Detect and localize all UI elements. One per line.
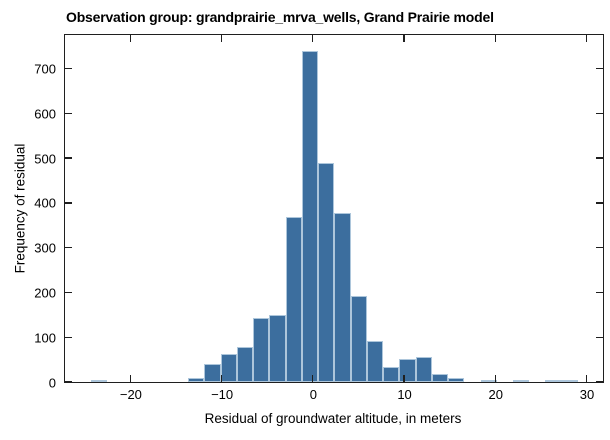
x-axis-tick [129, 375, 132, 382]
y-axis-tick [65, 67, 72, 70]
y-tick-label: 700 [34, 61, 56, 77]
histogram-bar [253, 318, 270, 382]
histogram-bar [334, 213, 351, 382]
y-axis-tick [65, 247, 72, 249]
x-tick-label: −20 [119, 387, 142, 402]
y-axis-tick [596, 112, 603, 114]
x-axis-tick [494, 375, 496, 382]
histogram-bar [301, 50, 319, 382]
y-axis-tick [65, 291, 72, 294]
x-axis-tick [129, 35, 132, 42]
histogram-bar [220, 354, 237, 382]
histogram-bar [448, 377, 465, 382]
histogram-bar [366, 341, 384, 382]
x-axis-tick [312, 375, 314, 382]
plot-area [64, 34, 604, 383]
histogram-bar [545, 380, 562, 382]
y-tick-label: 200 [34, 285, 56, 301]
y-tick-label: 500 [34, 151, 56, 167]
histogram-bar [188, 378, 205, 382]
y-axis-tick [596, 381, 603, 383]
x-tick-label: −10 [211, 387, 234, 402]
y-axis-tick [596, 157, 603, 159]
x-axis-tick [312, 35, 314, 42]
y-tick-label: 100 [34, 330, 56, 346]
histogram-bar [399, 358, 416, 382]
x-tick-label: 10 [397, 387, 412, 402]
histogram-bar [350, 296, 367, 382]
histogram-bar [512, 380, 530, 382]
histogram-bar [318, 162, 335, 382]
chart-title: Observation group: grandprairie_mrva_wel… [66, 9, 494, 25]
histogram-bar [269, 314, 286, 382]
histogram-bar [561, 379, 578, 382]
x-axis-tick [220, 375, 223, 382]
histogram-bar [383, 367, 400, 382]
x-axis-title: Residual of groundwater altitude, in met… [204, 411, 462, 426]
histogram-bar [90, 379, 108, 382]
histogram-bar [204, 364, 221, 382]
y-axis-tick [65, 381, 72, 383]
x-axis-tick [220, 35, 223, 42]
x-tick-label: 20 [488, 387, 503, 402]
y-axis-tick [596, 247, 603, 249]
x-axis-tick [585, 375, 588, 382]
y-axis-tick [596, 67, 603, 70]
y-tick-label: 0 [48, 375, 56, 390]
histogram-bar [285, 217, 302, 382]
y-axis-tick [65, 202, 72, 204]
x-tick-label: 0 [309, 387, 317, 402]
x-axis-tick [585, 35, 588, 42]
histogram-bar [431, 373, 449, 382]
y-tick-label: 300 [34, 240, 56, 256]
histogram-bar [236, 346, 254, 382]
y-axis-tick [65, 112, 72, 114]
x-axis-tick [403, 375, 405, 382]
y-axis-tick [596, 202, 603, 204]
y-axis-tick [596, 291, 603, 294]
y-tick-label: 600 [34, 106, 56, 122]
y-axis-tick [596, 336, 603, 338]
y-axis-tick [65, 336, 72, 338]
histogram-bar [480, 380, 497, 382]
y-axis-tick [65, 157, 72, 159]
x-axis-tick [494, 35, 496, 42]
histogram-bar [415, 356, 432, 382]
y-tick-label: 400 [34, 195, 56, 211]
x-tick-label: 30 [579, 387, 595, 402]
x-axis-tick [403, 35, 405, 42]
